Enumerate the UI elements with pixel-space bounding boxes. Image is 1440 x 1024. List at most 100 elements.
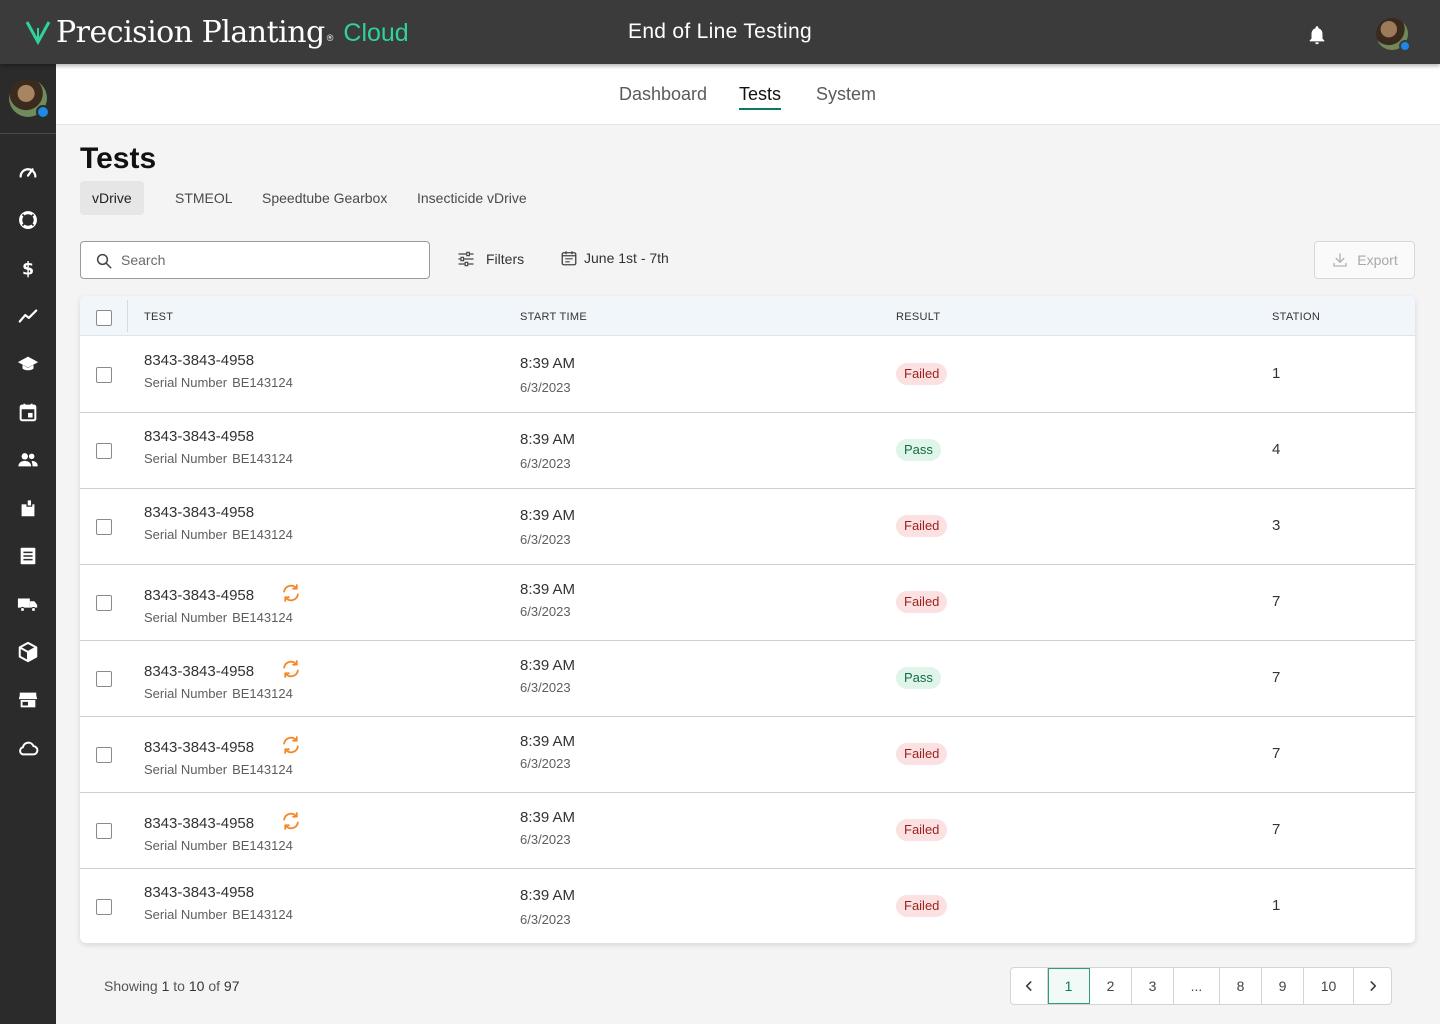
search-box [80, 241, 430, 279]
showing-to-word: to [173, 978, 185, 994]
bell-icon[interactable] [1306, 24, 1328, 46]
sync-icon [280, 658, 302, 680]
row-checkbox[interactable] [96, 899, 112, 915]
start-time: 8:39 AM [520, 657, 576, 674]
station-number: 7 [1272, 669, 1281, 686]
page-button[interactable]: 8 [1220, 968, 1262, 1004]
start-date: 6/3/2023 [520, 756, 571, 771]
sidebar-item-clipboard[interactable] [0, 484, 56, 532]
sliders-icon [458, 251, 474, 267]
table-row[interactable]: 8343-3843-4958 Serial Number BE143124 8:39 … [80, 337, 1415, 413]
row-checkbox[interactable] [96, 747, 112, 763]
start-time: 8:39 AM [520, 581, 576, 598]
sidebar-item-shipping[interactable] [0, 580, 56, 628]
showing-of-word: of [208, 978, 221, 994]
page-button[interactable]: 3 [1132, 968, 1174, 1004]
test-id-link[interactable]: 8343-3843-4958 [144, 739, 255, 756]
people-icon [18, 453, 38, 467]
serial-label: Serial Number [144, 838, 228, 853]
sidebar-item-billing[interactable]: $ [0, 244, 56, 292]
column-header-result[interactable]: RESULT [896, 311, 941, 323]
serial-number: Serial Number BE143124 [144, 527, 293, 542]
type-tab-vdrive[interactable]: vDrive [80, 181, 144, 215]
sidebar-item-calendar[interactable] [0, 388, 56, 436]
test-id-link[interactable]: 8343-3843-4958 [144, 815, 255, 832]
row-checkbox[interactable] [96, 443, 112, 459]
test-id-link[interactable]: 8343-3843-4958 [144, 428, 255, 445]
dollar-icon: $ [22, 259, 34, 279]
page-button[interactable]: 10 [1304, 968, 1354, 1004]
table-header: TEST START TIME RESULT STATION [80, 296, 1415, 336]
date-range-picker[interactable]: June 1st - 7th [560, 249, 669, 267]
sidebar-avatar[interactable] [9, 79, 50, 119]
row-checkbox[interactable] [96, 823, 112, 839]
tab-system[interactable]: System [816, 84, 877, 104]
lifebuoy-icon [19, 211, 37, 229]
row-checkbox[interactable] [96, 519, 112, 535]
result-badge: Pass [896, 667, 941, 689]
row-checkbox[interactable] [96, 595, 112, 611]
serial-number: Serial Number BE143124 [144, 907, 293, 922]
test-id-link[interactable]: 8343-3843-4958 [144, 504, 255, 521]
sidebar-item-training[interactable] [0, 340, 56, 388]
row-checkbox[interactable] [96, 367, 112, 383]
tests-table: TEST START TIME RESULT STATION 8343-3843… [80, 296, 1415, 943]
avatar-badge [1399, 40, 1411, 52]
table-row[interactable]: 8343-3843-4958 Serial Number BE143124 8:39 … [80, 793, 1415, 869]
page-button[interactable]: 2 [1090, 968, 1132, 1004]
brand-product: Cloud [343, 19, 409, 47]
type-tab-speedtube-gearbox[interactable]: Speedtube Gearbox [262, 190, 388, 206]
prev-page-button[interactable] [1011, 968, 1048, 1004]
table-row[interactable]: 8343-3843-4958 Serial Number BE143124 8:39 … [80, 869, 1415, 943]
station-number: 7 [1272, 745, 1281, 762]
sidebar-item-support[interactable] [0, 196, 56, 244]
page-button[interactable]: 9 [1262, 968, 1304, 1004]
test-id-link[interactable]: 8343-3843-4958 [144, 587, 255, 604]
serial-value: BE143124 [232, 686, 293, 701]
tab-dashboard[interactable]: Dashboard [619, 84, 708, 104]
result-badge: Failed [896, 819, 948, 841]
start-time: 8:39 AM [520, 733, 576, 750]
sidebar-item-products[interactable] [0, 628, 56, 676]
tab-tests[interactable]: Tests [739, 84, 782, 110]
serial-value: BE143124 [232, 610, 293, 625]
brand-name: Precision Planting [56, 14, 325, 50]
row-checkbox[interactable] [96, 671, 112, 687]
sync-icon [280, 810, 302, 832]
sidebar-item-analytics[interactable] [0, 292, 56, 340]
test-id-link[interactable]: 8343-3843-4958 [144, 352, 255, 369]
station-number: 1 [1272, 365, 1281, 382]
next-page-button[interactable] [1354, 968, 1391, 1004]
column-header-test[interactable]: TEST [144, 311, 174, 323]
export-button[interactable]: Export [1314, 241, 1415, 279]
table-row[interactable]: 8343-3843-4958 Serial Number BE143124 8:39 … [80, 641, 1415, 717]
table-row[interactable]: 8343-3843-4958 Serial Number BE143124 8:39 … [80, 717, 1415, 793]
pagination-summary: Showing 1 to 10 of 97 [104, 978, 239, 994]
brand-logo[interactable]: Precision Planting ® Cloud [24, 10, 409, 54]
sidebar-item-dashboard[interactable] [0, 148, 56, 196]
user-avatar[interactable] [1376, 18, 1411, 52]
table-row[interactable]: 8343-3843-4958 Serial Number BE143124 8:39 … [80, 489, 1415, 565]
sidebar-item-cloud[interactable] [0, 724, 56, 772]
sidebar-item-reports[interactable] [0, 532, 56, 580]
result-badge: Failed [896, 743, 948, 765]
page-button[interactable]: 1 [1048, 968, 1090, 1004]
select-all-checkbox[interactable] [96, 310, 112, 326]
filters-button[interactable]: Filters [456, 249, 524, 269]
column-header-start-time[interactable]: START TIME [520, 311, 587, 323]
table-row[interactable]: 8343-3843-4958 Serial Number BE143124 8:39 … [80, 565, 1415, 641]
sync-icon [280, 582, 302, 604]
test-id-link[interactable]: 8343-3843-4958 [144, 884, 255, 901]
table-row[interactable]: 8343-3843-4958 Serial Number BE143124 8:39 … [80, 413, 1415, 489]
column-header-station[interactable]: STATION [1272, 311, 1321, 323]
serial-number: Serial Number BE143124 [144, 451, 293, 466]
type-tab-stmeol[interactable]: STMEOL [175, 190, 233, 206]
sidebar-item-store[interactable] [0, 676, 56, 724]
sidebar-item-users[interactable] [0, 436, 56, 484]
test-id-link[interactable]: 8343-3843-4958 [144, 663, 255, 680]
station-number: 3 [1272, 517, 1281, 534]
package-icon [18, 641, 38, 663]
download-icon [1333, 253, 1347, 267]
search-input[interactable] [121, 250, 411, 270]
type-tab-insecticide-vdrive[interactable]: Insecticide vDrive [417, 190, 527, 206]
